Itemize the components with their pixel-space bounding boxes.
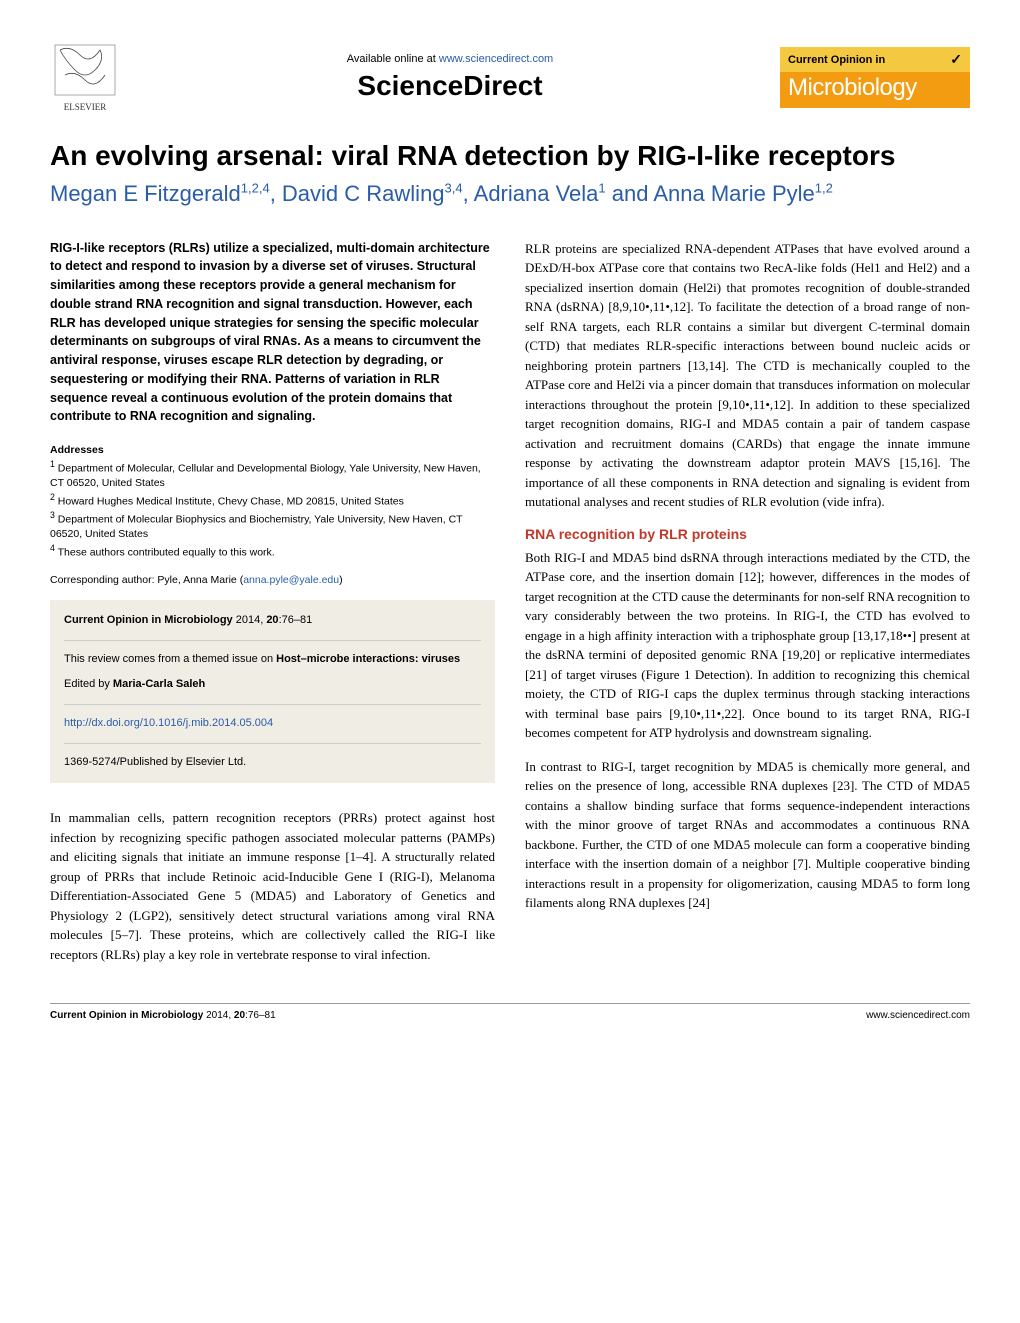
footer-left: Current Opinion in Microbiology 2014, 20… (50, 1010, 276, 1021)
page-header: ELSEVIER Available online at www.science… (50, 40, 970, 115)
abstract-text: RIG-I-like receptors (RLRs) utilize a sp… (50, 239, 495, 427)
info-edited-by: Edited by Maria-Carla Saleh (64, 676, 481, 694)
author-4-aff: 1,2 (815, 181, 833, 196)
corresponding-author: Corresponding author: Pyle, Anna Marie (… (50, 574, 495, 586)
addresses-heading: Addresses (50, 444, 495, 456)
author-1: Megan E Fitzgerald (50, 181, 241, 206)
and: and (606, 181, 654, 206)
two-column-layout: RIG-I-like receptors (RLRs) utilize a sp… (50, 239, 970, 979)
svg-text:ELSEVIER: ELSEVIER (64, 102, 107, 112)
address-4: 4 These authors contributed equally to t… (50, 542, 495, 560)
addresses-block: 1 Department of Molecular, Cellular and … (50, 458, 495, 560)
right-column: RLR proteins are specialized RNA-depende… (525, 239, 970, 979)
info-divider-3 (64, 743, 481, 744)
authors-line: Megan E Fitzgerald1,2,4, David C Rawling… (50, 180, 970, 209)
sciencedirect-url[interactable]: www.sciencedirect.com (439, 53, 553, 65)
corresponding-email[interactable]: anna.pyle@yale.edu (243, 574, 339, 586)
sep: , (463, 181, 474, 206)
sep: , (270, 181, 282, 206)
corresponding-label: Corresponding author: Pyle, Anna Marie ( (50, 574, 243, 586)
address-2: 2 Howard Hughes Medical Institute, Chevy… (50, 491, 495, 509)
footer-right: www.sciencedirect.com (866, 1010, 970, 1021)
info-review-from: This review comes from a themed issue on… (64, 651, 481, 669)
journal-badge-top: Current Opinion in ✓ (780, 47, 970, 72)
col2-paragraph-3: In contrast to RIG-I, target recognition… (525, 757, 970, 913)
info-doi[interactable]: http://dx.doi.org/10.1016/j.mib.2014.05.… (64, 715, 481, 733)
page-footer: Current Opinion in Microbiology 2014, 20… (50, 1003, 970, 1021)
article-info-box: Current Opinion in Microbiology 2014, 20… (50, 600, 495, 783)
author-2-aff: 3,4 (445, 181, 463, 196)
journal-badge-bottom: Microbiology (780, 72, 970, 108)
info-copyright: 1369-5274/Published by Elsevier Ltd. (64, 754, 481, 772)
col2-paragraph-2: Both RIG-I and MDA5 bind dsRNA through i… (525, 548, 970, 743)
author-2: David C Rawling (282, 181, 445, 206)
journal-badge: Current Opinion in ✓ Microbiology (780, 47, 970, 108)
header-center: Available online at www.sciencedirect.co… (120, 53, 780, 102)
section-heading-rna-recognition: RNA recognition by RLR proteins (525, 526, 970, 542)
author-3-aff: 1 (598, 181, 605, 196)
header-left: ELSEVIER (50, 40, 120, 115)
col1-paragraph-1: In mammalian cells, pattern recognition … (50, 808, 495, 964)
journal-badge-top-text: Current Opinion in (788, 54, 885, 66)
available-online-text: Available online at www.sciencedirect.co… (120, 53, 780, 65)
author-3: Adriana Vela (474, 181, 599, 206)
author-1-aff: 1,2,4 (241, 181, 270, 196)
available-label: Available online at (347, 53, 439, 65)
sciencedirect-logo-text: ScienceDirect (120, 70, 780, 102)
corresponding-close: ) (339, 574, 343, 586)
info-journal-ref: Current Opinion in Microbiology 2014, 20… (64, 612, 481, 630)
elsevier-logo: ELSEVIER (50, 40, 120, 115)
article-title: An evolving arsenal: viral RNA detection… (50, 140, 970, 172)
checkmark-icon: ✓ (950, 51, 962, 68)
left-column: RIG-I-like receptors (RLRs) utilize a sp… (50, 239, 495, 979)
info-divider-1 (64, 640, 481, 641)
col2-paragraph-1: RLR proteins are specialized RNA-depende… (525, 239, 970, 512)
address-3: 3 Department of Molecular Biophysics and… (50, 509, 495, 542)
author-4: Anna Marie Pyle (653, 181, 814, 206)
address-1: 1 Department of Molecular, Cellular and … (50, 458, 495, 491)
info-divider-2 (64, 704, 481, 705)
